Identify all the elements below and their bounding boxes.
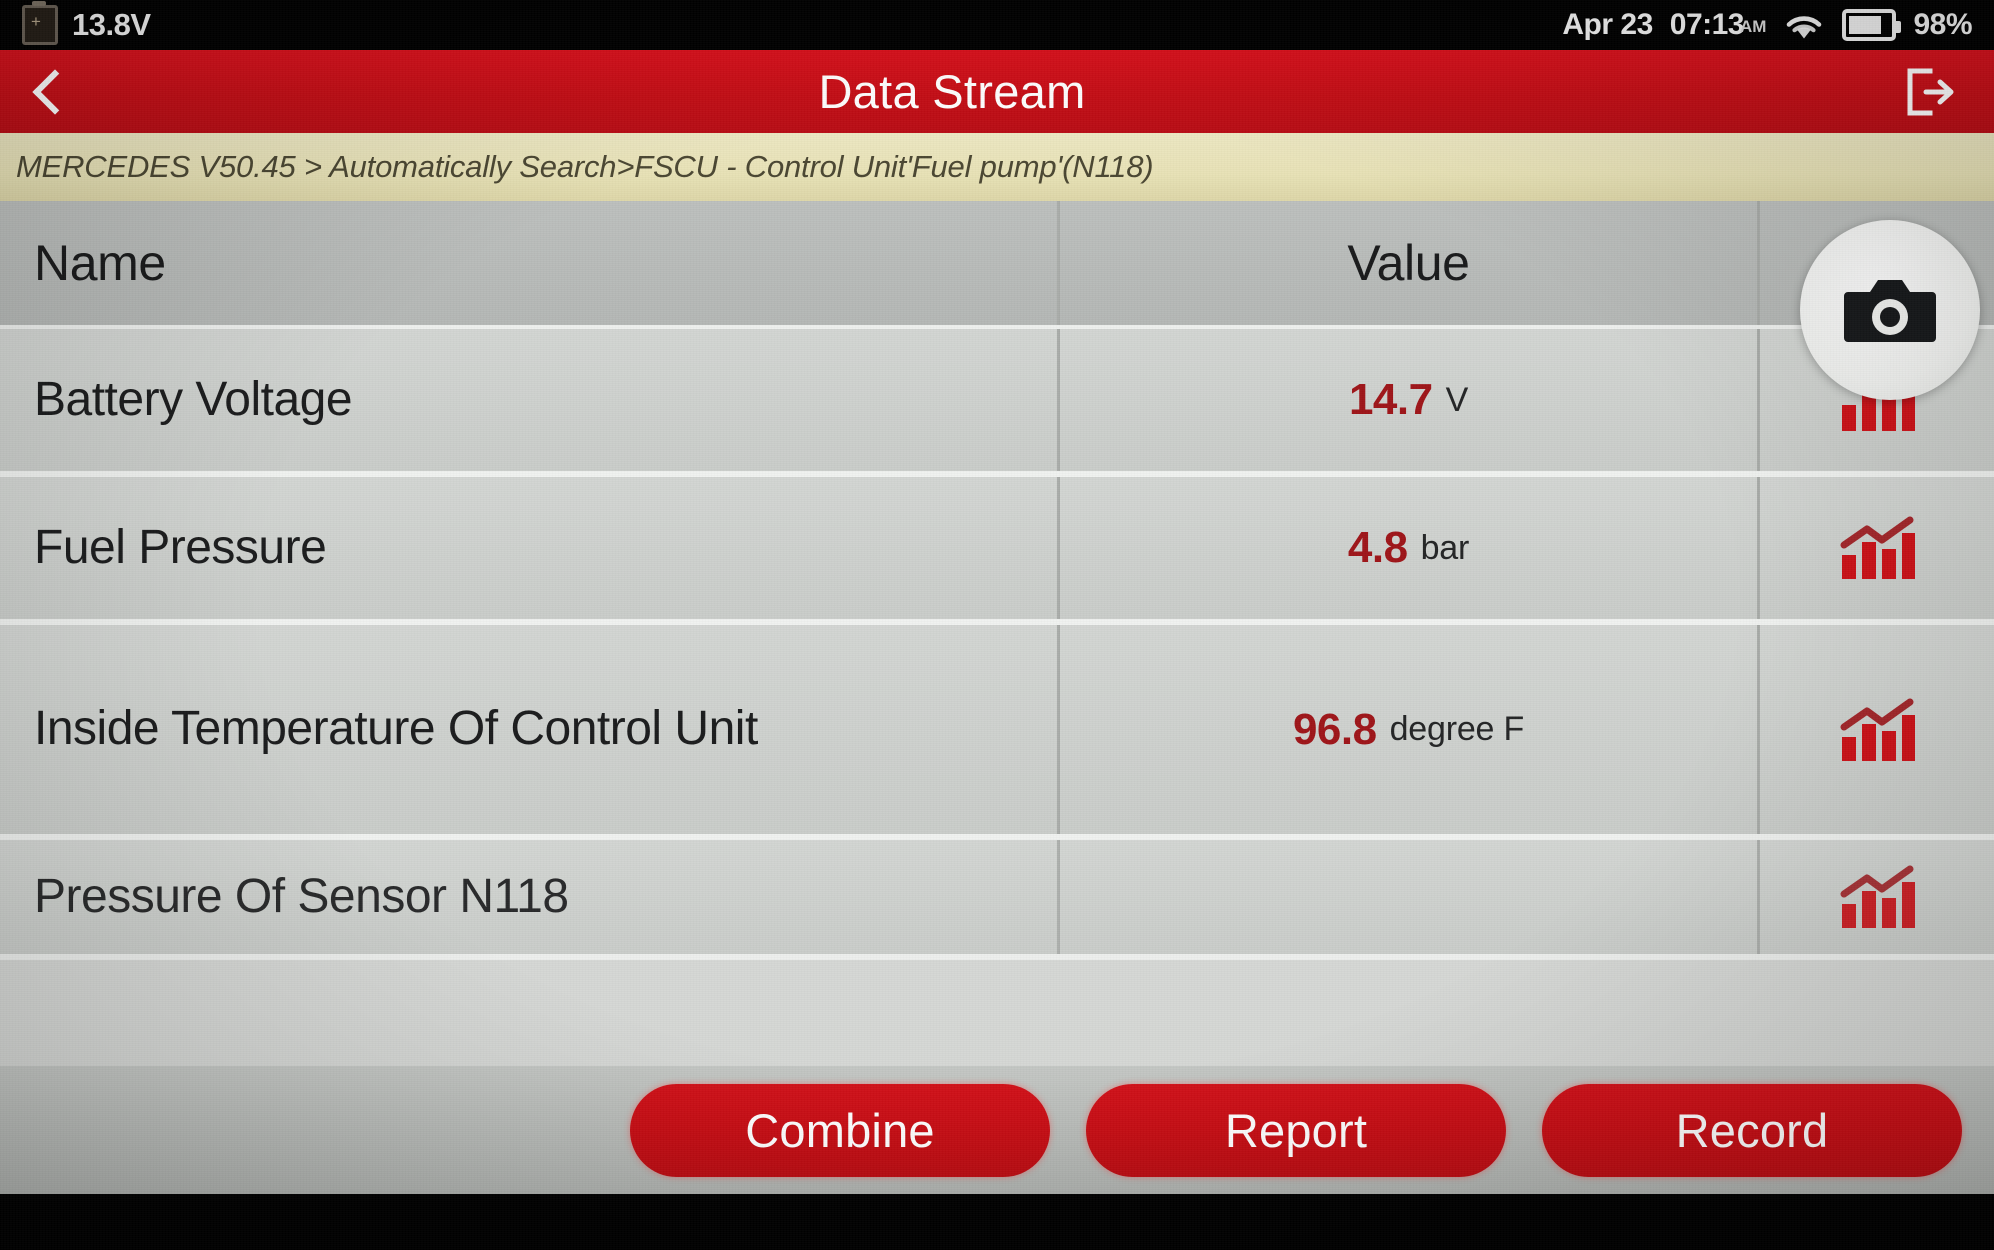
parameter-value: 4.8 [1347, 523, 1408, 572]
table-header-row: Name Value [0, 201, 1994, 329]
parameter-value: 14.7 [1348, 375, 1433, 424]
battery-percent: 98% [1913, 8, 1972, 41]
bar-chart-trend-icon [1840, 865, 1915, 928]
breadcrumb-text: MERCEDES V50.45 > Automatically Search>F… [16, 149, 1154, 184]
parameter-name: Battery Voltage [34, 372, 353, 426]
row-chart-button[interactable] [1760, 840, 1994, 954]
parameter-name: Fuel Pressure [34, 520, 327, 574]
report-button[interactable]: Report [1086, 1083, 1506, 1177]
exit-icon [1907, 68, 1954, 115]
record-button[interactable]: Record [1542, 1083, 1962, 1177]
status-ampm: AM [1740, 17, 1767, 36]
battery-icon [1842, 9, 1902, 41]
status-bar-right: Apr 23 07:13 AM 98% [1562, 8, 1972, 42]
row-value-cell: 96.8 degree F [1060, 625, 1760, 834]
device-bezel-bottom [0, 1194, 1994, 1250]
parameter-name: Inside Temperature Of Control Unit [34, 702, 758, 756]
breadcrumb: MERCEDES V50.45 > Automatically Search>F… [0, 133, 1994, 201]
bar-chart-trend-icon [1840, 698, 1915, 761]
column-header-name-cell: Name [0, 201, 1060, 325]
table-row[interactable]: Battery Voltage 14.7 V [0, 329, 1994, 477]
table-row[interactable]: Pressure Of Sensor N118 [0, 840, 1994, 960]
car-battery-icon [22, 1, 58, 45]
column-header-name: Name [34, 235, 166, 291]
wifi-icon [1787, 16, 1822, 39]
parameter-unit: degree F [1389, 710, 1525, 748]
row-name-cell: Pressure Of Sensor N118 [0, 840, 1060, 954]
page-title: Data Stream [818, 65, 1086, 118]
camera-icon [1844, 280, 1936, 342]
bar-chart-trend-icon [1840, 516, 1915, 579]
table-row[interactable]: Fuel Pressure 4.8 bar [0, 477, 1994, 625]
status-time: 07:13 [1669, 8, 1745, 41]
row-value-cell: 14.7 V [1060, 329, 1760, 471]
exit-button[interactable] [1864, 50, 1994, 133]
row-chart-button[interactable] [1760, 625, 1994, 834]
combine-button[interactable]: Combine [630, 1083, 1050, 1177]
row-name-cell: Inside Temperature Of Control Unit [0, 625, 1060, 834]
parameter-unit: V [1445, 380, 1469, 419]
table-row[interactable]: Inside Temperature Of Control Unit 96.8 … [0, 625, 1994, 840]
row-value-cell [1060, 840, 1760, 954]
status-date: Apr 23 [1562, 8, 1653, 41]
status-bar-left: 13.8V [22, 1, 151, 45]
title-bar: Data Stream [0, 50, 1994, 133]
status-bar: 13.8V Apr 23 07:13 AM 98% [0, 0, 1994, 50]
parameter-unit: bar [1420, 528, 1470, 567]
vehicle-voltage-readout: 13.8V [72, 7, 151, 42]
row-name-cell: Battery Voltage [0, 329, 1060, 471]
screenshot-button[interactable] [1800, 220, 1980, 400]
bottom-action-bar: Combine Report Record [0, 1066, 1994, 1194]
column-header-value: Value [1347, 235, 1470, 291]
parameter-name: Pressure Of Sensor N118 [34, 869, 569, 923]
data-stream-table: Name Value Battery Voltage 14.7 V [0, 201, 1994, 1066]
row-name-cell: Fuel Pressure [0, 477, 1060, 619]
column-header-value-cell: Value [1060, 201, 1760, 325]
parameter-value: 96.8 [1292, 704, 1377, 754]
row-chart-button[interactable] [1760, 477, 1994, 619]
status-time-group: 07:13 AM [1670, 8, 1767, 42]
row-value-cell: 4.8 bar [1060, 477, 1760, 619]
